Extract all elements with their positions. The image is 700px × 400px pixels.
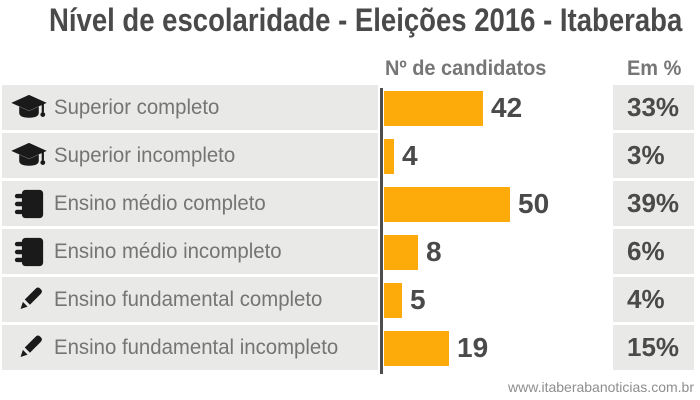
bar	[384, 187, 510, 222]
category-cell: Ensino médio incompleto	[2, 229, 378, 274]
chart-row: Superior incompleto 4 3%	[0, 133, 700, 178]
percent-cell: 15%	[613, 325, 694, 370]
column-header-candidates: Nº de candidatos	[385, 57, 547, 80]
value-label: 8	[426, 235, 442, 267]
percent-cell: 4%	[613, 277, 694, 322]
category-cell: Superior incompleto	[2, 133, 378, 178]
chart-row: Superior completo 42 33%	[0, 85, 700, 130]
value-label: 42	[491, 91, 523, 123]
percent-cell: 33%	[613, 85, 694, 130]
graduation-cap-icon	[9, 142, 49, 170]
bar	[384, 91, 483, 126]
notebook-icon	[9, 189, 49, 219]
bar	[384, 139, 394, 174]
axis-line	[380, 88, 383, 374]
category-label: Ensino fundamental completo	[54, 287, 323, 311]
chart-rows: Superior completo 42 33%	[0, 85, 700, 373]
chart-row: Ensino médio incompleto 8 6%	[0, 229, 700, 274]
graduation-cap-icon	[9, 94, 49, 122]
bar	[384, 283, 402, 318]
value-label: 19	[457, 331, 489, 363]
category-cell: Ensino fundamental incompleto	[2, 325, 378, 370]
column-header-percent: Em %	[627, 57, 682, 80]
value-label: 4	[402, 139, 418, 171]
category-cell: Superior completo	[2, 85, 378, 130]
chart-row: Ensino fundamental incompleto 19 15%	[0, 325, 700, 370]
category-label: Superior incompleto	[54, 143, 236, 167]
category-label: Superior completo	[54, 95, 220, 119]
bar	[384, 235, 418, 270]
category-label: Ensino médio incompleto	[54, 239, 282, 263]
value-label: 5	[410, 283, 426, 315]
category-label: Ensino fundamental incompleto	[54, 335, 339, 359]
value-label: 50	[518, 187, 550, 219]
percent-cell: 6%	[613, 229, 694, 274]
pencil-icon	[9, 284, 49, 316]
category-label: Ensino médio completo	[54, 191, 266, 215]
bar	[384, 331, 449, 366]
notebook-icon	[9, 237, 49, 267]
pencil-icon	[9, 332, 49, 364]
percent-cell: 39%	[613, 181, 694, 226]
chart-row: Ensino fundamental completo 5 4%	[0, 277, 700, 322]
category-cell: Ensino médio completo	[2, 181, 378, 226]
website-url: www.itaberabanoticias.com.br	[508, 379, 694, 395]
chart-row: Ensino médio completo 50 39%	[0, 181, 700, 226]
page-title: Nível de escolaridade - Eleições 2016 - …	[49, 2, 683, 38]
percent-cell: 3%	[613, 133, 694, 178]
category-cell: Ensino fundamental completo	[2, 277, 378, 322]
